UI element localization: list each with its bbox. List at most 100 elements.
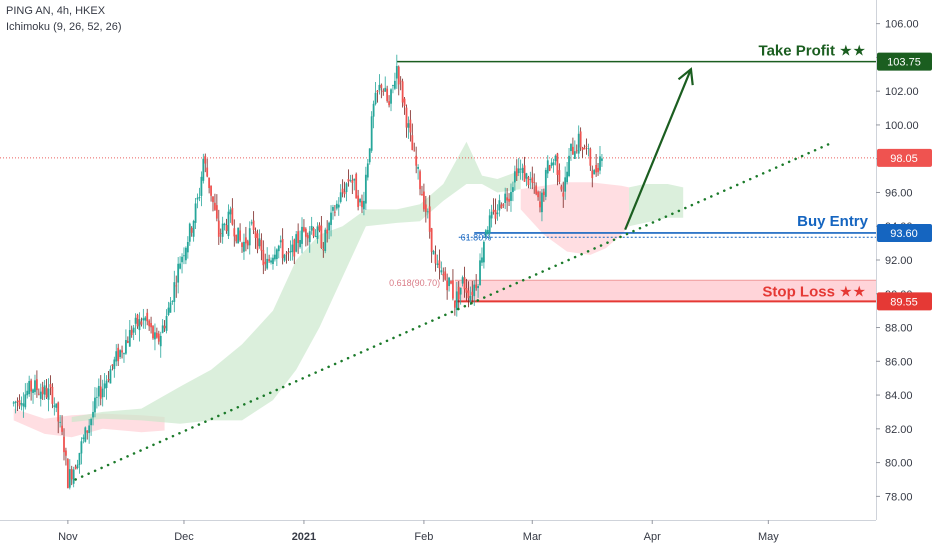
candle-body <box>285 253 288 255</box>
candle-body <box>30 380 33 392</box>
candle-body <box>76 464 79 469</box>
candle-body <box>235 234 238 242</box>
candle-body <box>36 379 38 391</box>
candle-body <box>372 103 375 117</box>
candle-body <box>274 254 276 260</box>
candle-body <box>448 277 450 287</box>
candle-body <box>59 421 62 423</box>
candle-body <box>22 403 25 407</box>
candle-body <box>440 270 443 273</box>
candle-body <box>363 200 365 210</box>
candle-body <box>45 387 48 398</box>
candle-body <box>355 174 358 199</box>
candle-body <box>185 247 187 261</box>
candle-body <box>494 210 497 219</box>
candle-body <box>16 400 19 402</box>
candle-body <box>171 301 174 303</box>
candle-body <box>291 244 294 253</box>
chart-symbol-title: PING AN, 4h, HKEX <box>6 5 106 17</box>
candle-body <box>231 208 234 225</box>
candle-body <box>490 211 493 219</box>
candle-body <box>423 191 425 210</box>
candle-body <box>132 327 135 333</box>
candle-body <box>254 231 257 238</box>
candle-body <box>541 192 543 213</box>
candle-body <box>436 263 439 265</box>
candle-body <box>297 231 300 243</box>
candle-body <box>37 393 40 395</box>
candle-body <box>34 380 36 393</box>
candle-body <box>63 436 65 453</box>
candle-body <box>90 419 92 426</box>
price-tick-label: 102.00 <box>885 86 919 98</box>
candle-body <box>382 90 385 92</box>
stop-loss-zone <box>454 280 876 302</box>
candle-body <box>51 386 54 404</box>
candle-body <box>248 228 251 246</box>
candle-body <box>488 215 491 234</box>
candle-body <box>577 133 580 154</box>
candle-body <box>326 229 329 234</box>
candle-body <box>500 204 503 209</box>
candle-body <box>475 284 478 288</box>
candle-body <box>136 314 139 327</box>
candle-body <box>411 135 414 151</box>
candle-body <box>126 341 129 343</box>
candle-body <box>32 389 34 393</box>
buy-entry-label: Buy Entry <box>797 213 869 230</box>
candle-body <box>409 119 412 133</box>
candle-body <box>97 385 100 397</box>
candle-body <box>595 164 598 173</box>
candle-body <box>544 169 547 197</box>
candle-body <box>277 245 280 252</box>
candle-body <box>531 177 534 183</box>
price-tick-label: 82.00 <box>885 424 913 436</box>
candle-body <box>163 325 166 329</box>
candle-body <box>215 205 218 219</box>
candle-body <box>55 403 58 408</box>
candle-body <box>572 146 574 155</box>
candle-body <box>26 390 29 396</box>
candle-body <box>281 238 284 259</box>
candle-body <box>117 347 120 362</box>
candle-body <box>486 229 489 235</box>
candle-body <box>546 160 549 174</box>
candle-body <box>455 291 458 310</box>
candle-body <box>130 329 133 336</box>
candle-body <box>521 167 524 173</box>
candle-body <box>82 437 85 440</box>
candle-body <box>492 209 495 212</box>
candle-body <box>111 364 114 366</box>
candle-body <box>206 167 209 177</box>
candle-body <box>560 186 563 190</box>
take-profit-label: Take Profit ★★ <box>759 43 866 60</box>
candle-body <box>320 225 323 249</box>
candle-body <box>134 317 137 324</box>
time-tick-label: Nov <box>58 531 78 543</box>
candle-body <box>223 223 226 226</box>
candle-body <box>513 171 516 183</box>
candle-body <box>119 350 122 358</box>
candle-body <box>502 204 505 206</box>
candle-body <box>339 192 342 202</box>
candle-body <box>332 207 334 211</box>
ichimoku-cloud-green-1 <box>71 141 521 424</box>
candle-body <box>306 235 309 239</box>
candle-body <box>316 226 319 239</box>
candle-body <box>101 388 104 398</box>
candle-body <box>548 165 551 171</box>
candle-body <box>587 148 590 149</box>
candle-body <box>432 251 435 255</box>
candle-body <box>125 340 127 354</box>
candle-body <box>417 166 420 169</box>
candle-body <box>496 212 499 215</box>
candle-body <box>473 284 476 297</box>
candle-body <box>272 257 274 264</box>
candle-body <box>204 155 207 164</box>
candle-body <box>419 171 421 190</box>
candle-body <box>113 359 116 370</box>
candle-body <box>374 92 377 105</box>
candle-body <box>376 90 379 93</box>
candle-body <box>39 391 42 399</box>
